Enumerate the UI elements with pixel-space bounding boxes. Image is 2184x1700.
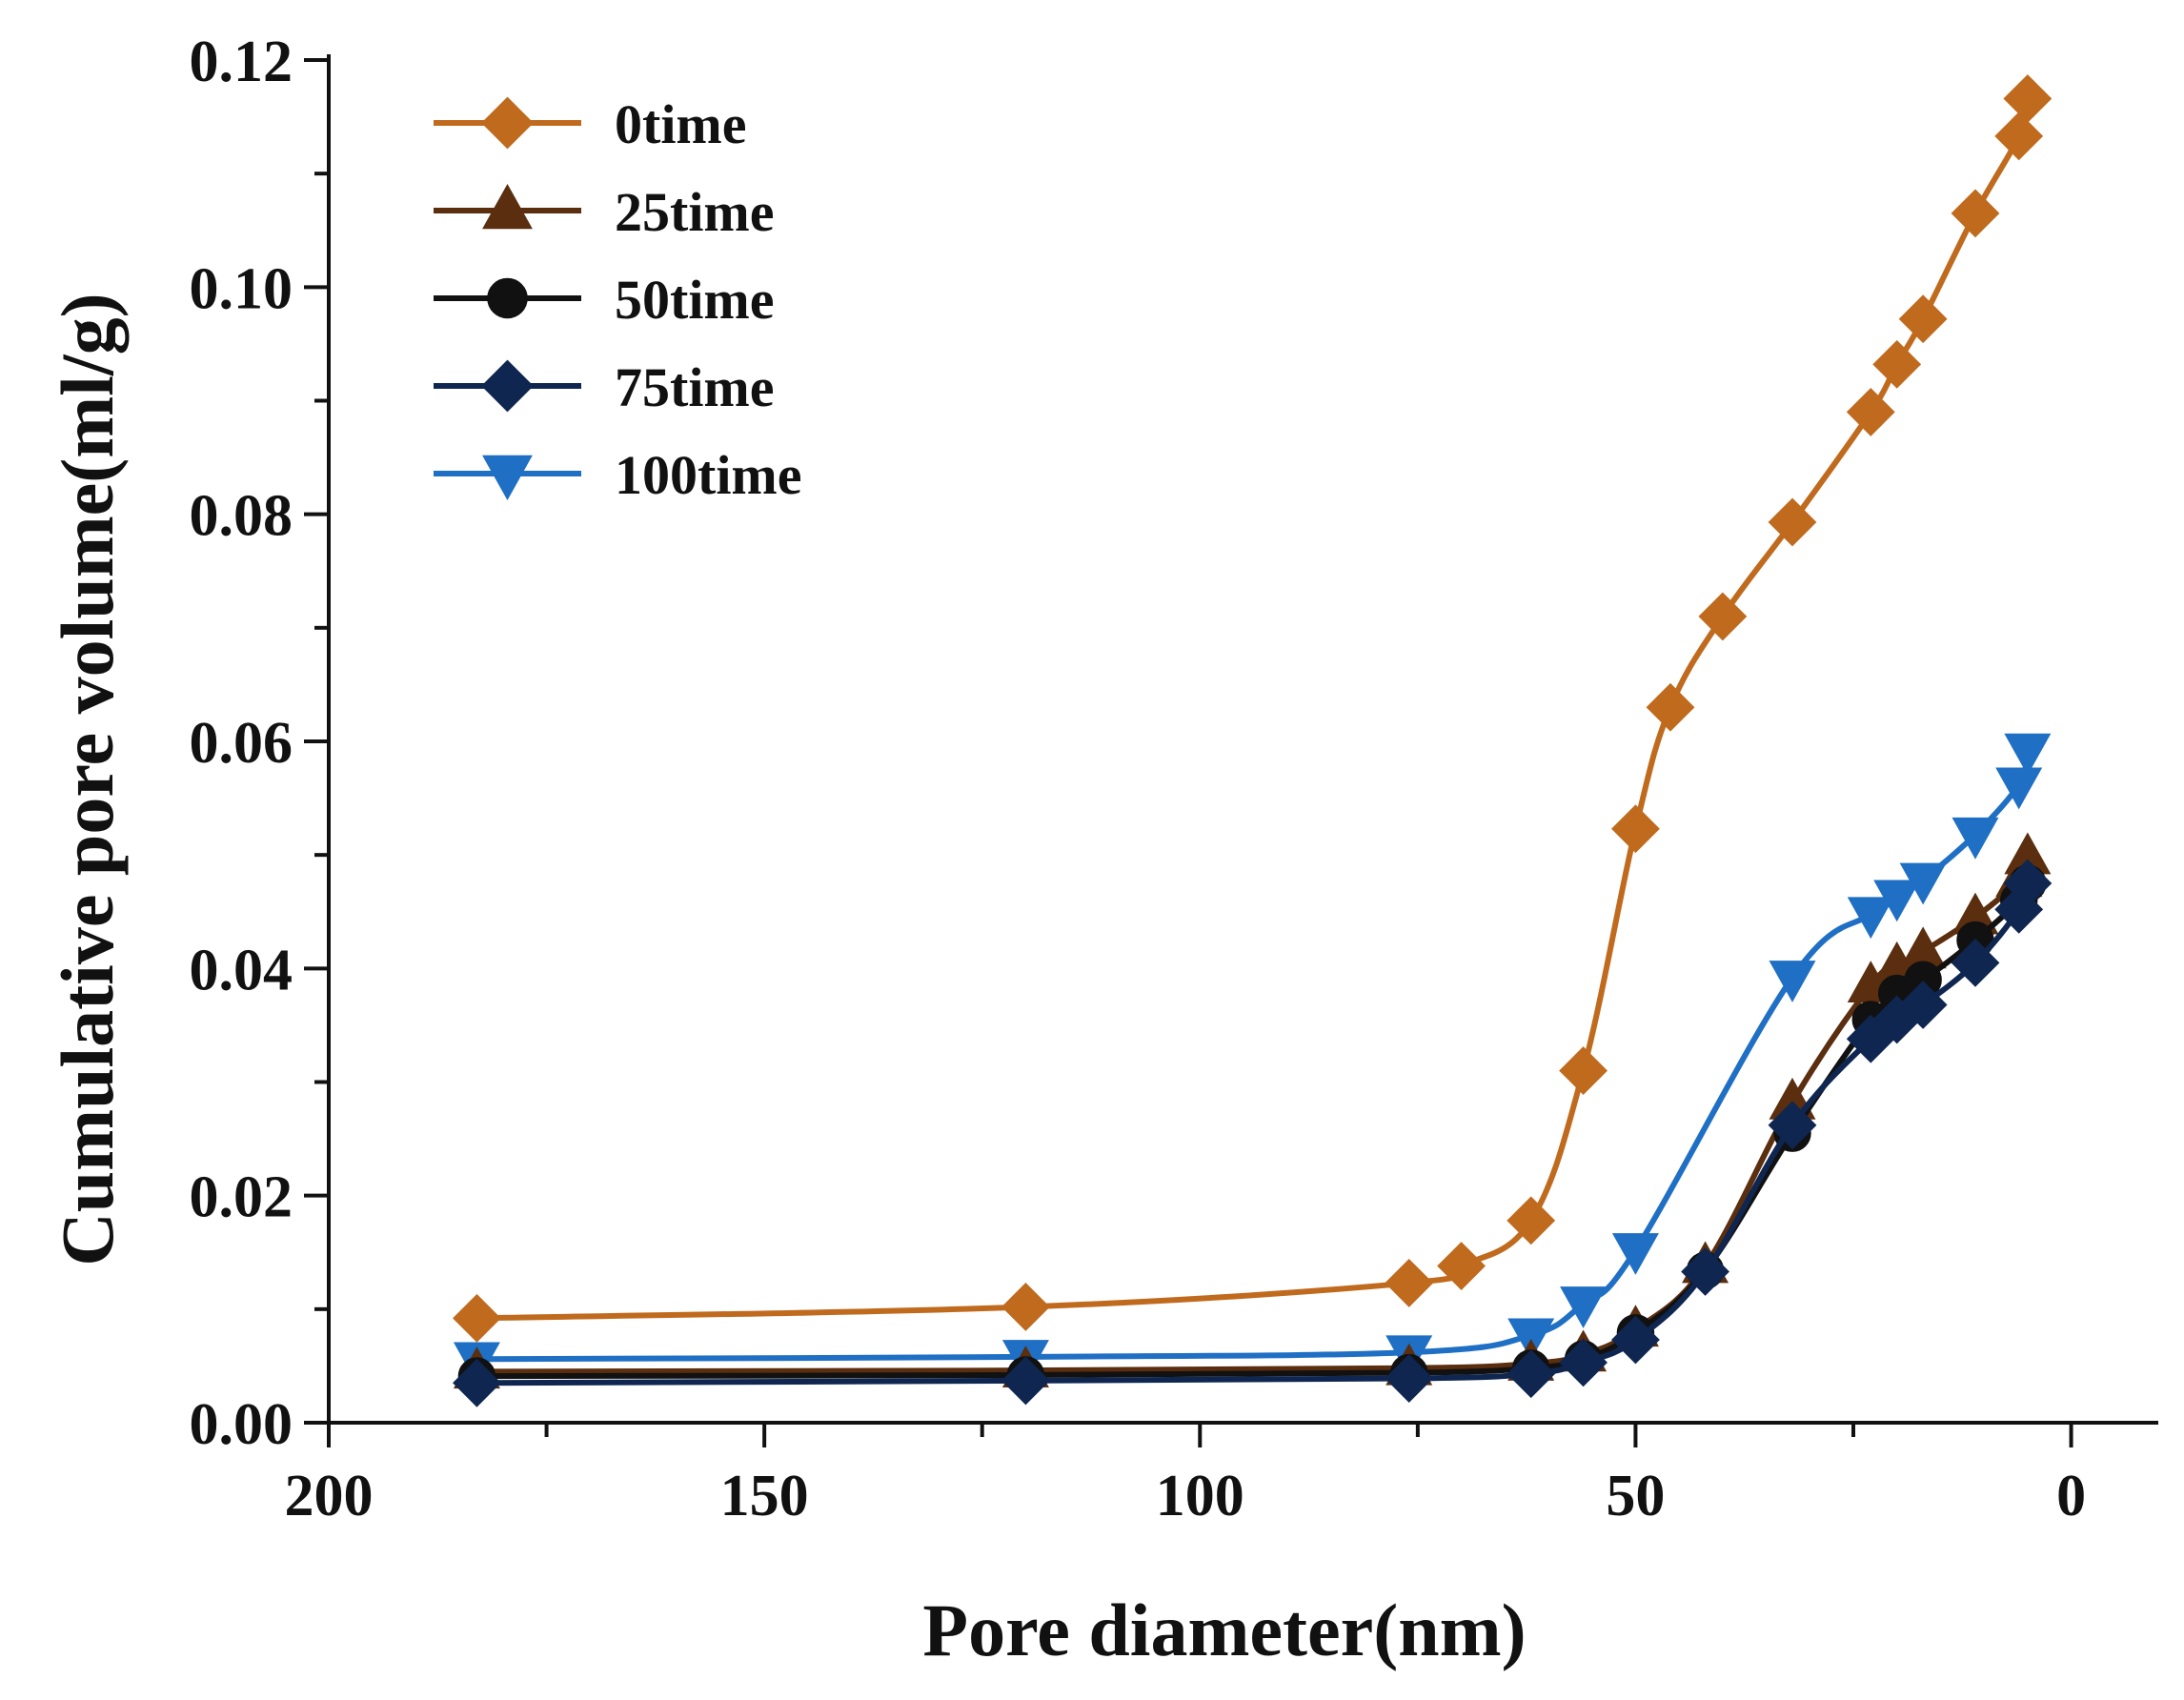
data-point [1559,1338,1608,1387]
data-point [1646,682,1695,732]
data-point [1951,938,2000,987]
y-axis-title: Cumulative pore volume(ml/g) [46,293,129,1265]
x-tick-label: 50 [1606,1464,1665,1528]
plot-series [453,74,2053,1407]
series-100time [453,733,2052,1385]
data-point [1846,388,1895,436]
data-point [1437,1242,1486,1290]
legend-item-100time: 100time [434,444,802,506]
legend-label: 25time [615,181,775,243]
series-75time [453,859,2053,1407]
y-tick-label: 0.10 [190,256,293,321]
legend-marker [487,277,528,319]
data-point [1507,1318,1555,1361]
series-0time [453,74,2053,1343]
y-tick-label: 0.12 [190,30,293,94]
data-point [1611,1233,1659,1275]
data-point [1994,111,2044,161]
legend-marker [481,359,534,413]
data-point [1899,862,1947,905]
x-axis-title: Pore diameter(nm) [922,1589,1526,1671]
legend-label: 100time [615,444,802,506]
legend-marker [482,455,533,501]
x-tick-label: 200 [285,1464,374,1528]
legend-label: 75time [615,356,775,418]
data-point [1995,767,2043,810]
x-tick-label: 150 [720,1464,809,1528]
y-tick-label: 0.06 [190,711,293,776]
legend-item-0time: 0time [434,93,747,155]
data-point [2003,74,2053,123]
data-point [1560,1286,1608,1328]
data-point [1001,1356,1050,1406]
legend-marker [482,183,533,230]
y-tick-label: 0.04 [190,938,293,1002]
data-point [1681,1247,1729,1296]
data-point [1847,897,1894,940]
legend-label: 0time [615,93,747,155]
y-tick-label: 0.02 [190,1165,293,1230]
data-point [1001,1283,1050,1331]
data-point [1898,981,1948,1029]
data-point [1611,1315,1660,1365]
axes: 200 150 100 50 0 0.00 0.02 0.04 0.06 0.08 0.10 0.12 [190,30,2158,1528]
data-point [1507,1196,1556,1245]
y-tick-label: 0.00 [190,1392,293,1457]
legend: 0time 25time 50time 75time 100time [434,93,802,506]
data-point [1872,339,1922,389]
data-point [1698,592,1748,641]
data-point [1559,1046,1608,1095]
legend-item-75time: 75time [434,356,775,418]
legend-item-25time: 25time [434,181,775,243]
legend-label: 50time [615,269,775,331]
data-point [1385,1259,1434,1307]
data-point [1507,1349,1556,1399]
data-point [1951,189,2000,238]
legend-marker [481,96,534,150]
data-point [1768,497,1817,547]
data-point [2004,733,2052,776]
x-tick-label: 100 [1156,1464,1244,1528]
x-tick-label: 0 [2056,1464,2086,1528]
data-point [1898,294,1948,344]
data-point [453,1358,501,1407]
data-point [1385,1354,1434,1403]
legend-item-50time: 50time [434,269,775,331]
series-line [476,749,2031,1363]
data-point [1768,1101,1817,1150]
data-point [1951,817,1999,860]
data-point [1611,804,1660,854]
data-point [1769,961,1816,1002]
y-tick-label: 0.08 [190,484,293,549]
data-point [2003,859,2053,908]
data-point [1873,880,1921,922]
data-point [453,1293,501,1343]
